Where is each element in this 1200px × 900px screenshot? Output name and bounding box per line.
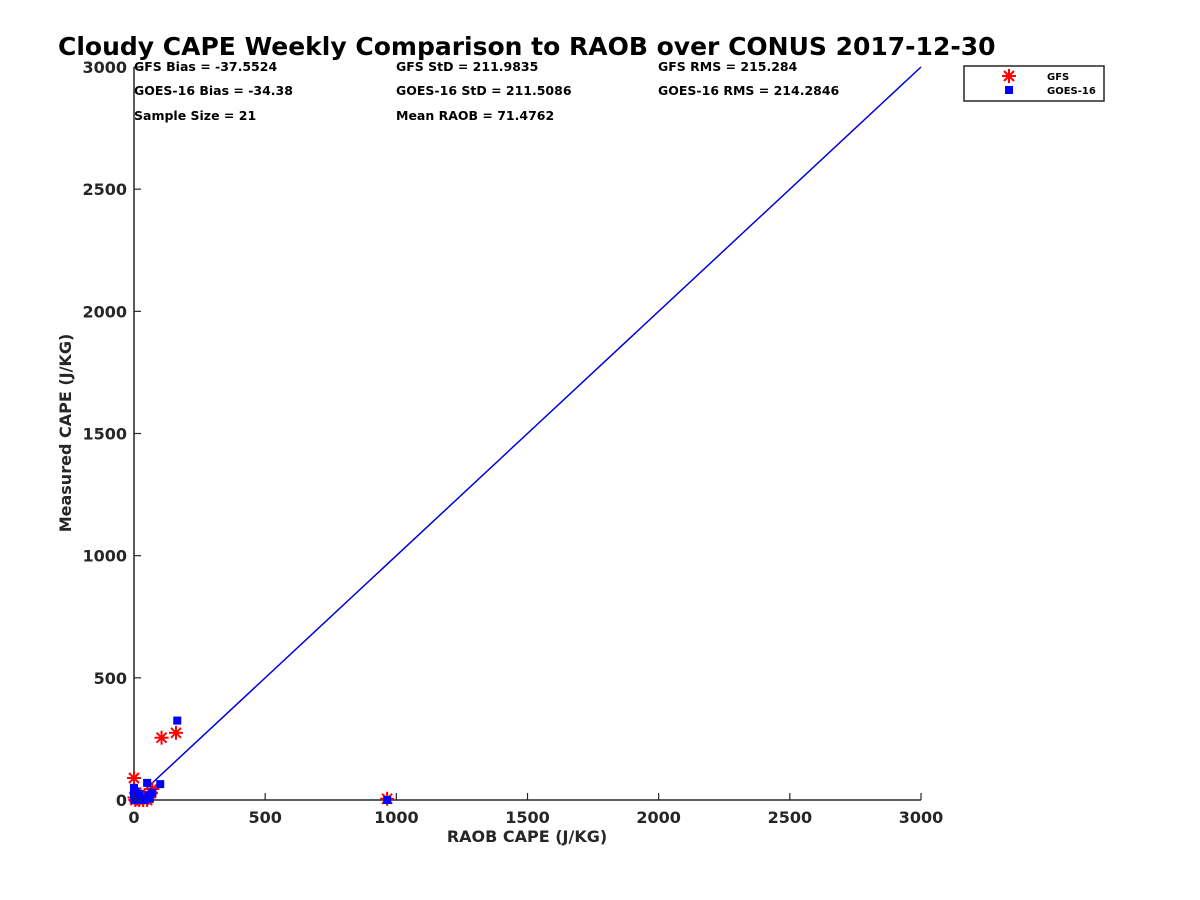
y-tick-label: 1500 [82,425,127,444]
stat-goes16-rms: GOES-16 RMS = 214.2846 [658,83,840,98]
y-tick-label: 500 [94,669,127,688]
y-tick-label: 1000 [82,547,127,566]
reference-line-layer [133,66,922,801]
y-axis-label: Measured CAPE (J/KG) [56,334,75,533]
x-tick-label: 3000 [899,808,944,827]
data-marks-layer [127,716,395,807]
one-to-one-reference-line [133,66,922,801]
y-tick-label: 3000 [82,58,127,77]
y-tick-label: 0 [116,791,127,810]
stat-goes16-bias: GOES-16 Bias = -34.38 [134,83,293,98]
goes16-point-marker [383,796,392,804]
statistics-block: GFS Bias = -37.5524 GFS StD = 211.9835 G… [134,59,840,123]
tick-layer: 0 500 1000 1500 2000 2500 3000 0 500 1000 1500 2000… [82,58,943,827]
chart-title: Cloudy CAPE Weekly Comparison to RAOB ov… [58,32,996,61]
goes16-point-marker [135,789,144,798]
x-axis-label: RAOB CAPE (J/KG) [447,827,607,846]
stat-gfs-std: GFS StD = 211.9835 [396,59,538,74]
y-tick-label: 2500 [82,180,127,199]
stat-gfs-rms: GFS RMS = 215.284 [658,59,798,74]
x-tick-label: 2000 [636,808,681,827]
legend-box [963,65,1105,102]
gfs-point-marker [168,725,183,740]
legend-gfs-asterisk-icon [1002,69,1016,83]
legend-label-gfs: GFS [1047,72,1069,83]
x-tick-label: 500 [248,808,281,827]
series-goes-16 [130,716,392,804]
goes16-point-marker [173,716,182,725]
y-tick-label: 2000 [82,302,127,321]
goes16-point-marker [143,778,152,787]
x-tick-label: 2500 [768,808,813,827]
stat-goes16-std: GOES-16 StD = 211.5086 [396,83,572,98]
plot-area: 0 500 1000 1500 2000 2500 3000 0 500 1000 1500 2000… [82,58,943,827]
stat-mean-raob: Mean RAOB = 71.4762 [396,108,554,123]
goes16-point-marker [148,788,157,797]
legend: GFS GOES-16 [963,65,1105,102]
stat-gfs-bias: GFS Bias = -37.5524 [134,59,277,74]
x-tick-label: 1500 [505,808,550,827]
legend-label-goes16: GOES-16 [1047,86,1096,97]
series-gfs [127,725,395,807]
goes16-point-marker [156,780,165,789]
x-tick-label: 1000 [374,808,419,827]
gfs-point-marker [154,730,169,745]
goes16-point-marker [140,796,149,804]
legend-goes16-square-icon [1005,86,1013,94]
stat-sample-size: Sample Size = 21 [134,108,256,123]
x-tick-label: 0 [128,808,139,827]
gfs-point-marker [127,771,141,786]
goes16-point-marker [145,794,154,803]
